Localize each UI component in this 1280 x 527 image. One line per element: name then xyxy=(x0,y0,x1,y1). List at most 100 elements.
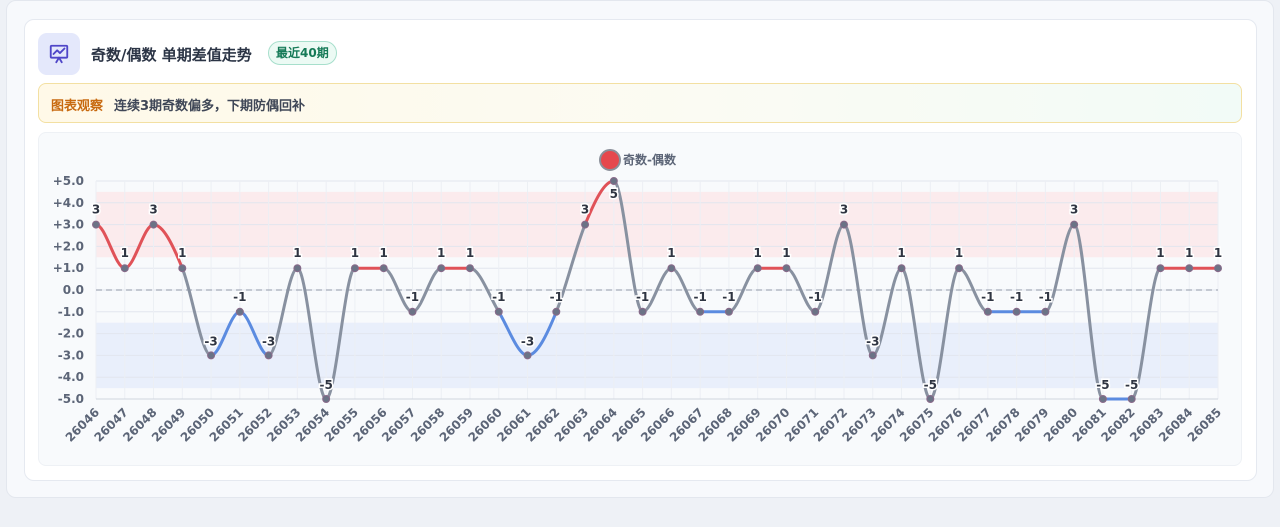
data-point xyxy=(609,177,618,185)
chart-presentation-icon xyxy=(38,33,80,75)
data-label: 1 xyxy=(178,246,186,260)
data-point xyxy=(638,307,647,316)
data-label: 3 xyxy=(840,203,848,217)
series-line-segment xyxy=(1043,223,1076,314)
series-line-segment xyxy=(612,179,645,314)
data-label: 1 xyxy=(1156,246,1164,260)
period-badge: 最近40期 xyxy=(268,41,337,65)
data-point xyxy=(264,351,273,360)
data-label: 1 xyxy=(1185,246,1193,260)
data-point xyxy=(1070,220,1079,229)
data-point xyxy=(408,307,417,316)
y-tick-label: +4.0 xyxy=(53,196,84,210)
y-tick-label: +1.0 xyxy=(53,261,84,275)
data-point xyxy=(782,264,791,273)
data-label: 1 xyxy=(380,246,388,260)
insight-tag: 图表观察 xyxy=(51,99,104,114)
data-label: -3 xyxy=(866,334,879,348)
y-tick-label: +3.0 xyxy=(53,218,84,232)
series-line-segment xyxy=(1072,223,1105,401)
series-line-segment xyxy=(842,223,875,357)
series-line-segment xyxy=(900,266,932,401)
y-tick-label: 0.0 xyxy=(63,283,84,297)
data-label: 3 xyxy=(149,203,157,217)
data-label: -1 xyxy=(693,290,706,304)
data-point xyxy=(753,264,762,273)
data-label: 1 xyxy=(754,246,762,260)
data-point xyxy=(897,264,906,273)
data-point xyxy=(983,307,992,316)
data-point xyxy=(955,264,964,273)
series-line-segment xyxy=(324,266,357,401)
series-line-segment xyxy=(295,266,328,401)
data-point xyxy=(1041,307,1050,316)
data-point xyxy=(207,351,216,360)
y-tick-label: -3.0 xyxy=(58,348,84,362)
series-line-segment xyxy=(554,223,587,314)
data-label: 1 xyxy=(351,246,359,260)
data-label: 1 xyxy=(955,246,963,260)
data-label: 3 xyxy=(581,203,589,217)
data-point xyxy=(1098,395,1107,403)
data-label: -1 xyxy=(406,290,419,304)
data-point xyxy=(437,264,446,273)
data-label: -1 xyxy=(233,290,246,304)
data-point xyxy=(523,351,532,360)
card-title: 奇数/偶数 单期差值走势 xyxy=(91,46,252,64)
data-label: 3 xyxy=(92,203,100,217)
data-label: 1 xyxy=(293,246,301,260)
data-label: -5 xyxy=(1096,378,1109,392)
data-label: 1 xyxy=(897,246,905,260)
data-label: -1 xyxy=(981,290,994,304)
y-tick-label: +5.0 xyxy=(53,174,84,188)
data-point xyxy=(1185,264,1194,273)
data-point xyxy=(120,264,129,273)
data-label: -5 xyxy=(924,378,937,392)
insight-banner: 图表观察 连续3期奇数偏多，下期防偶回补 xyxy=(38,83,1242,123)
insight-text: 连续3期奇数偏多，下期防偶回补 xyxy=(114,99,306,114)
odd-even-diff-chart: +5.0 +4.0 +3.0 +2.0 +1.0 0.0 -1.0 -2.0 -3.0 -4.0 -… xyxy=(53,149,1224,445)
data-point xyxy=(667,264,676,273)
legend-label: 奇数-偶数 xyxy=(623,152,677,167)
data-point xyxy=(811,307,820,316)
data-point xyxy=(322,395,331,403)
chart-area: +5.0 +4.0 +3.0 +2.0 +1.0 0.0 -1.0 -2.0 -3.0 -4.0 -… xyxy=(38,132,1242,466)
data-point xyxy=(581,220,590,229)
data-label: -5 xyxy=(319,378,332,392)
data-point xyxy=(235,307,244,316)
data-label: -1 xyxy=(492,290,505,304)
data-label: -1 xyxy=(1010,290,1023,304)
data-point xyxy=(494,307,503,316)
data-point xyxy=(379,264,388,273)
data-label: 1 xyxy=(437,246,445,260)
legend-marker xyxy=(599,149,621,171)
data-label: 1 xyxy=(466,246,474,260)
data-label: -3 xyxy=(204,334,217,348)
data-label: 5 xyxy=(610,187,618,201)
data-label: 1 xyxy=(782,246,790,260)
data-label: 1 xyxy=(121,246,129,260)
data-label: -1 xyxy=(636,290,649,304)
y-tick-label: -4.0 xyxy=(58,370,84,384)
series-line-segment xyxy=(813,223,846,314)
data-point xyxy=(1012,307,1021,316)
series-line-segment xyxy=(267,266,299,357)
data-label: -1 xyxy=(1039,290,1052,304)
y-tick-label: -5.0 xyxy=(58,392,84,406)
data-label: -1 xyxy=(809,290,822,304)
data-point xyxy=(350,264,359,273)
series-line-segment xyxy=(928,266,961,401)
data-label: -3 xyxy=(262,334,275,348)
data-point xyxy=(840,220,848,229)
series-line-segment xyxy=(1130,266,1162,401)
data-label: 3 xyxy=(1070,203,1078,217)
data-point xyxy=(926,395,935,403)
data-point xyxy=(466,264,474,273)
data-point xyxy=(1156,264,1165,273)
data-label: -1 xyxy=(550,290,563,304)
data-point xyxy=(92,220,100,229)
data-point xyxy=(696,307,705,316)
y-tick-label: -1.0 xyxy=(58,305,84,319)
data-point xyxy=(149,220,158,229)
data-point xyxy=(552,307,561,316)
